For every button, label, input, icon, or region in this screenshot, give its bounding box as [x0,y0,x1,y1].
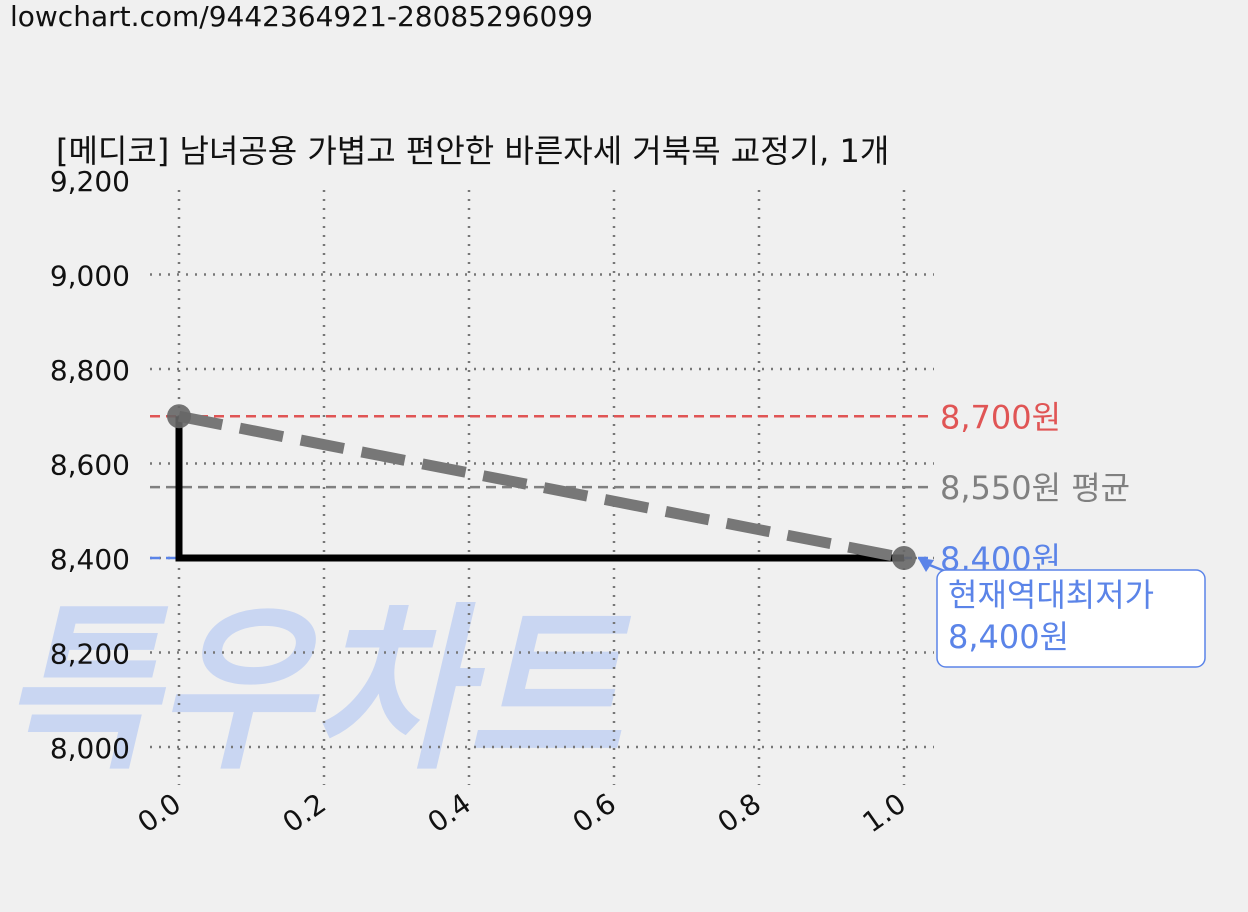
price-step-line [175,416,904,562]
annotation: 현재역대최저가 8,400원 [918,558,1206,668]
y-tick-label-5: 9,000 [50,260,130,293]
chart-title: [메디코] 남녀공용 가볍고 편안한 바른자세 거북목 교정기, 1개 [56,132,889,170]
annotation-arrowhead [918,558,934,572]
x-tick-label-4: 0.8 [712,787,767,840]
markers [167,404,916,570]
watermark-text: 특우차트 [2,587,632,794]
x-tick-label-5: 1.0 [857,787,912,840]
url-text: lowchart.com/9442364921-28085296099 [10,0,593,33]
annotation-line1: 현재역대최저가 [948,576,1154,614]
annotation-box [936,569,1206,668]
y-tick-label-2: 8,400 [50,543,130,576]
series [175,410,906,564]
x-tick-label-3: 0.6 [567,787,622,840]
y-tick-label-6: 9,200 [50,165,130,198]
y-axis-ticks: 8,000 8,200 8,400 8,600 8,800 9,000 9,200 [50,165,130,765]
y-tick-label-1: 8,200 [50,638,130,671]
ref-label-avg: 8,550원 평균 [940,469,1130,507]
y-tick-label-0: 8,000 [50,732,130,765]
data-point-1 [892,546,916,570]
x-axis-ticks: 0.0 0.2 0.4 0.6 0.8 1.0 [132,787,912,840]
data-point-0 [167,404,191,429]
y-tick-label-4: 8,800 [50,354,130,387]
x-tick-label-0: 0.0 [132,787,187,840]
annotation-line2: 8,400원 [948,618,1069,656]
x-tick-label-1: 0.2 [277,787,332,840]
watermark: 특우차트 [2,587,632,794]
y-tick-label-3: 8,600 [50,449,130,482]
x-tick-label-2: 0.4 [422,787,477,840]
ref-label-max: 8,700원 [940,398,1061,436]
